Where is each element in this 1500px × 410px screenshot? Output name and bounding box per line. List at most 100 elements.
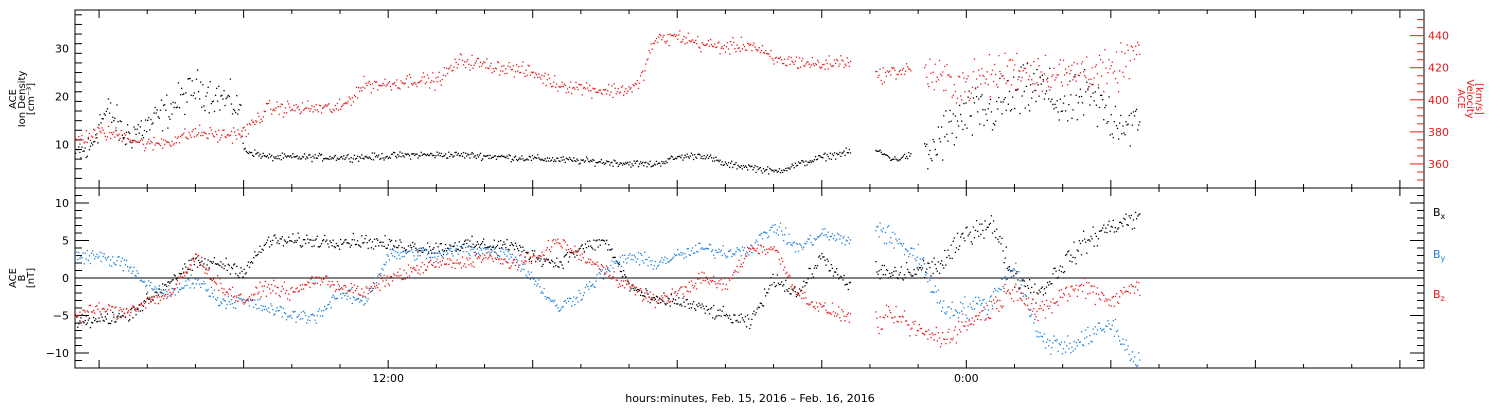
data-point [389,276,392,278]
data-point [589,161,591,163]
data-point [936,270,939,272]
data-point [335,298,338,300]
data-point [500,155,502,158]
data-point [402,251,404,253]
data-point [966,78,968,80]
data-point [588,288,590,291]
data-point [1121,343,1123,345]
data-point [285,319,288,321]
data-point [1054,103,1056,106]
data-point [306,322,308,324]
data-point [778,57,781,60]
data-point [1074,257,1076,259]
data-point [1106,82,1108,85]
data-point [510,69,512,71]
data-point [739,50,741,53]
data-point [518,266,520,269]
data-point [303,284,306,286]
data-point [131,307,133,309]
data-point [1031,313,1033,316]
data-point [450,247,452,250]
data-point [1028,315,1031,317]
data-point [404,82,406,84]
data-point [135,314,137,316]
data-point [471,151,473,154]
data-point [409,158,412,160]
data-point [660,165,662,167]
data-point [483,238,485,240]
data-point [529,278,532,281]
data-point [465,66,467,69]
data-point [199,264,201,267]
data-point [925,274,927,276]
data-point [333,109,335,112]
data-point [397,271,399,273]
data-point [406,153,409,155]
data-point [1006,65,1008,67]
data-point [225,97,227,100]
data-point [695,39,697,42]
data-point [1033,322,1035,324]
data-point [531,256,534,258]
data-point [1048,345,1050,347]
data-point [362,295,364,297]
data-point [1067,251,1069,253]
data-point [940,126,943,128]
data-point [183,287,185,289]
data-point [763,170,766,172]
data-point [976,230,979,233]
data-point [709,38,712,41]
data-point [945,110,947,112]
data-point [897,242,899,245]
data-point [227,263,229,265]
data-point [297,232,299,234]
data-point [981,302,983,305]
data-point [1079,341,1082,343]
data-point [602,89,605,91]
data-point [343,285,345,287]
data-point [832,275,835,277]
data-point [1084,337,1086,340]
data-point [769,55,771,58]
data-point [1113,121,1116,123]
data-point [1031,286,1033,289]
data-point [1068,65,1070,68]
data-point [167,281,169,283]
data-point [488,256,490,258]
data-point [700,248,702,250]
data-point [595,91,597,94]
data-point [486,252,488,254]
data-point [990,73,993,76]
data-point [957,248,960,251]
data-point [220,261,222,263]
data-point [103,113,105,115]
data-point [120,260,122,262]
data-point [671,288,674,290]
data-point [283,153,286,155]
data-point [1005,292,1007,294]
data-point [386,247,388,249]
data-point [589,240,591,242]
data-point [578,289,580,292]
data-point [792,290,794,292]
data-point [783,283,785,286]
data-point [388,156,391,158]
data-point [329,155,331,158]
data-point [191,269,193,271]
data-point [558,266,560,268]
data-point [217,263,219,265]
data-point [616,261,618,263]
data-point [927,338,929,340]
data-point [799,289,802,292]
data-point [218,129,220,132]
data-point [1019,297,1021,299]
data-point [945,313,947,315]
data-point [1115,51,1118,53]
data-point [568,256,571,258]
data-point [77,316,79,318]
data-point [643,298,645,300]
data-point [556,304,558,306]
data-point [717,251,719,254]
data-point [511,158,513,161]
data-point [161,130,164,132]
